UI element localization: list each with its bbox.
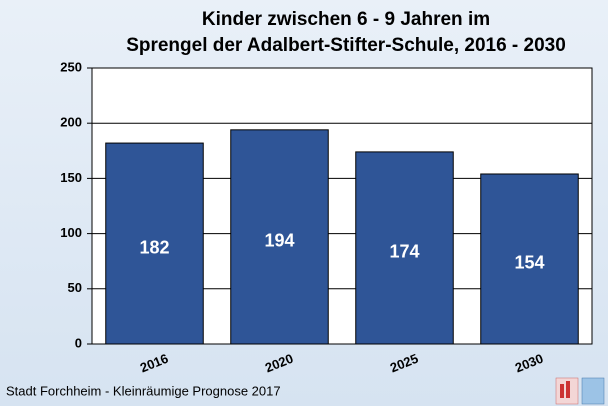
chart-title: Kinder zwischen 6 - 9 Jahren im bbox=[202, 9, 490, 30]
y-tick-label: 50 bbox=[68, 280, 82, 295]
y-tick-label: 100 bbox=[60, 225, 82, 240]
bar bbox=[355, 151, 454, 345]
value-label: 174 bbox=[389, 242, 419, 262]
chart-title: Sprengel der Adalbert-Stifter-Schule, 20… bbox=[126, 35, 566, 56]
bar bbox=[105, 142, 204, 345]
value-label: 154 bbox=[514, 253, 544, 273]
y-tick-label: 150 bbox=[60, 170, 82, 185]
bar bbox=[230, 129, 329, 345]
source: Stadt Forchheim - Kleinräumige Prognose … bbox=[6, 383, 281, 398]
value-label: 194 bbox=[264, 231, 294, 251]
logo bbox=[555, 377, 605, 405]
logo-mark bbox=[581, 377, 605, 405]
value-label: 182 bbox=[139, 237, 169, 257]
logo-mark bbox=[566, 381, 570, 398]
bar bbox=[480, 173, 579, 345]
y-tick-label: 250 bbox=[60, 59, 82, 74]
y-tick-label: 200 bbox=[60, 115, 82, 130]
logo-mark bbox=[560, 384, 564, 398]
y-tick-label: 0 bbox=[75, 335, 82, 350]
